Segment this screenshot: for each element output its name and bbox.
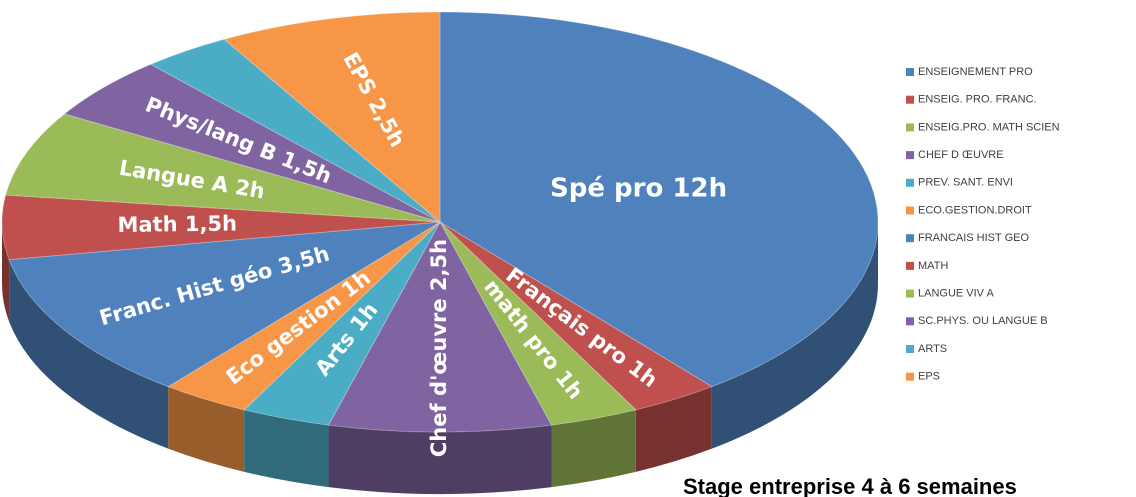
legend-swatch [906,261,914,270]
pie-slice [439,221,713,411]
legend-swatch [906,95,914,104]
legend-label: ENSEIG.PRO. MATH SCIEN [918,121,1060,133]
legend-label: MATH [918,260,948,272]
legend-swatch [906,178,914,187]
legend-label: ARTS [918,343,947,355]
legend-swatch [906,68,914,76]
legend-label: SC.PHYS. OU LANGUE B [918,315,1048,327]
pie-slice [63,63,441,223]
legend-label: PREV. SANT. ENVI [918,177,1013,189]
pie-side [711,222,878,449]
legend-swatch [906,234,914,243]
slice-label: Spé pro 12h [550,173,727,203]
pie-slice [1,194,441,261]
pie-side [168,386,245,472]
legend-label: ECO.GESTION.DROIT [918,204,1032,216]
legend-label: CHEF D ŒUVRE [918,149,1004,161]
slice-label: Math 1,5h [117,212,237,237]
legend: ENSEIGNEMENT PRO ENSEIG. PRO. FRANC. ENSEI… [906,66,1060,383]
legend-swatch [906,345,914,353]
pie-side [2,222,10,322]
pie-tops [1,11,879,433]
legend-label: FRANCAIS HIST GEO [918,232,1029,244]
pie-slice [439,11,879,388]
slice-label: Chef d'œuvre 2,5h [427,239,451,457]
pie-slice [4,113,441,223]
pie-side [635,386,712,472]
pie-slice [327,220,553,433]
pie-side [9,259,169,449]
pie-slice [439,221,637,426]
pie-side [244,409,329,488]
legend-label: ENSEIGNEMENT PRO [918,66,1033,78]
legend-label: ENSEIG. PRO. FRANC. [918,94,1037,106]
pie-side [328,425,552,495]
pie-side [551,409,636,488]
annotation: Stage entreprise 4 à 6 semaines [683,474,1017,497]
pie-slice [243,221,441,426]
legend-swatch [906,317,914,326]
legend-label: LANGUE VIV A [918,288,994,300]
legend-swatch [906,123,914,132]
legend-label: EPS [918,371,940,383]
pie-slice [8,221,441,388]
pie-slice [167,221,441,411]
legend-swatch [906,372,914,381]
legend-swatch [906,289,914,298]
pie-slice [223,11,441,224]
pie-sides [2,222,878,495]
pie-slice [149,38,441,223]
legend-swatch [906,206,914,215]
legend-swatch [906,151,914,160]
